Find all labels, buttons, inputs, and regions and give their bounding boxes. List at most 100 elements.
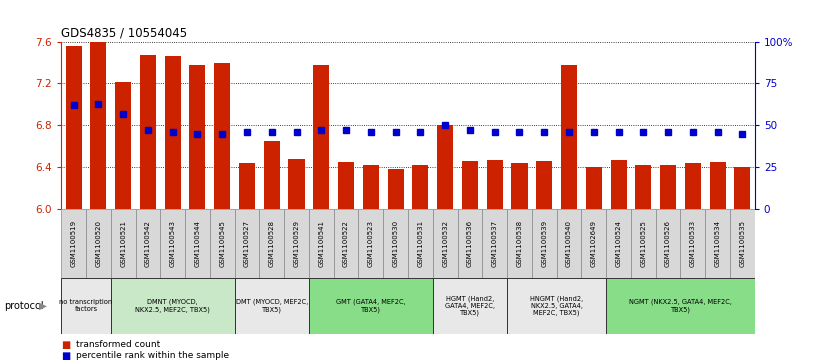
Text: GSM1100529: GSM1100529 xyxy=(294,220,299,267)
Bar xyxy=(507,278,606,334)
Text: GSM1100526: GSM1100526 xyxy=(665,220,671,267)
Bar xyxy=(681,209,705,278)
Bar xyxy=(140,55,156,209)
Bar xyxy=(284,209,309,278)
Bar xyxy=(309,209,334,278)
Bar xyxy=(309,278,432,334)
Text: ■: ■ xyxy=(61,351,70,361)
Bar xyxy=(61,209,86,278)
Bar xyxy=(557,209,581,278)
Text: GSM1100523: GSM1100523 xyxy=(368,220,374,267)
Bar xyxy=(189,65,206,209)
Bar xyxy=(482,209,507,278)
Bar xyxy=(111,209,135,278)
Text: GSM1100521: GSM1100521 xyxy=(120,220,126,267)
Bar xyxy=(214,62,230,209)
Bar xyxy=(586,167,602,209)
Bar xyxy=(358,209,384,278)
Text: GSM1100534: GSM1100534 xyxy=(715,220,721,267)
Bar xyxy=(135,209,160,278)
Text: GSM1100535: GSM1100535 xyxy=(739,220,745,267)
Text: ▶: ▶ xyxy=(39,301,47,311)
Text: no transcription
factors: no transcription factors xyxy=(60,299,113,312)
Bar xyxy=(111,278,235,334)
Bar xyxy=(462,161,478,209)
Text: GSM1100541: GSM1100541 xyxy=(318,220,324,267)
Bar xyxy=(734,167,751,209)
Text: GSM1100542: GSM1100542 xyxy=(145,220,151,267)
Text: GSM1102649: GSM1102649 xyxy=(591,220,596,267)
Bar xyxy=(660,165,676,209)
Bar xyxy=(313,65,330,209)
Text: GSM1100539: GSM1100539 xyxy=(541,220,548,267)
Bar xyxy=(235,209,259,278)
Bar xyxy=(486,160,503,209)
Bar xyxy=(408,209,432,278)
Bar xyxy=(610,160,627,209)
Bar xyxy=(606,209,631,278)
Text: ■: ■ xyxy=(61,340,70,350)
Bar xyxy=(532,209,557,278)
Bar xyxy=(582,209,606,278)
Text: GSM1100545: GSM1100545 xyxy=(220,220,225,267)
Bar xyxy=(656,209,681,278)
Text: transformed count: transformed count xyxy=(76,340,160,349)
Bar xyxy=(432,278,507,334)
Text: GSM1100536: GSM1100536 xyxy=(467,220,473,267)
Bar xyxy=(363,165,379,209)
Bar xyxy=(561,65,577,209)
Text: GSM1100527: GSM1100527 xyxy=(244,220,250,267)
Bar xyxy=(710,162,725,209)
Text: GSM1100533: GSM1100533 xyxy=(690,220,696,267)
Bar xyxy=(606,278,755,334)
Bar xyxy=(507,209,532,278)
Bar xyxy=(264,141,280,209)
Bar xyxy=(388,169,404,209)
Text: GSM1100540: GSM1100540 xyxy=(566,220,572,267)
Text: DMNT (MYOCD,
NKX2.5, MEF2C, TBX5): DMNT (MYOCD, NKX2.5, MEF2C, TBX5) xyxy=(135,299,210,313)
Text: GSM1100524: GSM1100524 xyxy=(615,220,622,267)
Bar xyxy=(235,278,309,334)
Bar xyxy=(432,209,458,278)
Bar xyxy=(631,209,656,278)
Text: percentile rank within the sample: percentile rank within the sample xyxy=(76,351,229,360)
Text: GSM1100520: GSM1100520 xyxy=(95,220,101,267)
Bar xyxy=(412,165,428,209)
Text: GMT (GATA4, MEF2C,
TBX5): GMT (GATA4, MEF2C, TBX5) xyxy=(336,299,406,313)
Text: GSM1100530: GSM1100530 xyxy=(392,220,398,267)
Bar xyxy=(210,209,235,278)
Bar xyxy=(289,159,304,209)
Bar xyxy=(259,209,284,278)
Text: GSM1100544: GSM1100544 xyxy=(194,220,201,267)
Bar xyxy=(115,82,131,209)
Bar xyxy=(160,209,185,278)
Text: HGMT (Hand2,
GATA4, MEF2C,
TBX5): HGMT (Hand2, GATA4, MEF2C, TBX5) xyxy=(445,295,495,316)
Bar xyxy=(239,163,255,209)
Bar xyxy=(730,209,755,278)
Bar xyxy=(338,162,354,209)
Text: DMT (MYOCD, MEF2C,
TBX5): DMT (MYOCD, MEF2C, TBX5) xyxy=(236,299,308,313)
Bar xyxy=(91,42,106,209)
Bar xyxy=(384,209,408,278)
Text: GSM1100522: GSM1100522 xyxy=(343,220,349,267)
Bar xyxy=(437,125,453,209)
Text: GSM1100531: GSM1100531 xyxy=(418,220,424,267)
Bar xyxy=(86,209,111,278)
Text: GSM1100543: GSM1100543 xyxy=(170,220,175,267)
Text: HNGMT (Hand2,
NKX2.5, GATA4,
MEF2C, TBX5): HNGMT (Hand2, NKX2.5, GATA4, MEF2C, TBX5… xyxy=(530,295,583,316)
Text: GSM1100537: GSM1100537 xyxy=(492,220,498,267)
Bar xyxy=(512,163,527,209)
Text: NGMT (NKX2.5, GATA4, MEF2C,
TBX5): NGMT (NKX2.5, GATA4, MEF2C, TBX5) xyxy=(629,299,732,313)
Bar xyxy=(536,161,552,209)
Text: GSM1100525: GSM1100525 xyxy=(641,220,646,267)
Bar xyxy=(685,163,701,209)
Text: GSM1100538: GSM1100538 xyxy=(517,220,522,267)
Text: protocol: protocol xyxy=(4,301,44,311)
Bar xyxy=(61,278,111,334)
Bar xyxy=(705,209,730,278)
Bar xyxy=(458,209,482,278)
Text: GSM1100532: GSM1100532 xyxy=(442,220,448,267)
Bar xyxy=(165,56,180,209)
Bar xyxy=(334,209,358,278)
Text: GDS4835 / 10554045: GDS4835 / 10554045 xyxy=(61,26,188,39)
